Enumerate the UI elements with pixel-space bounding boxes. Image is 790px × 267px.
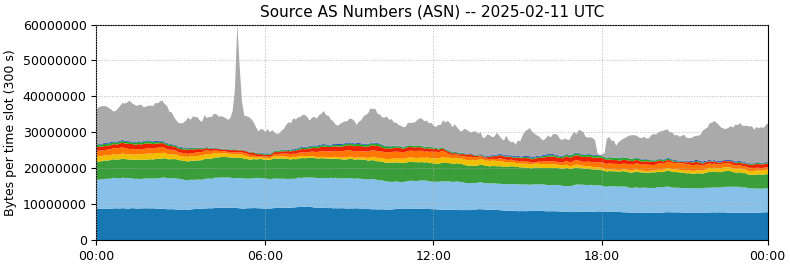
Y-axis label: Bytes per time slot (300 s): Bytes per time slot (300 s) (4, 49, 17, 216)
Title: Source AS Numbers (ASN) -- 2025-02-11 UTC: Source AS Numbers (ASN) -- 2025-02-11 UT… (260, 4, 604, 19)
